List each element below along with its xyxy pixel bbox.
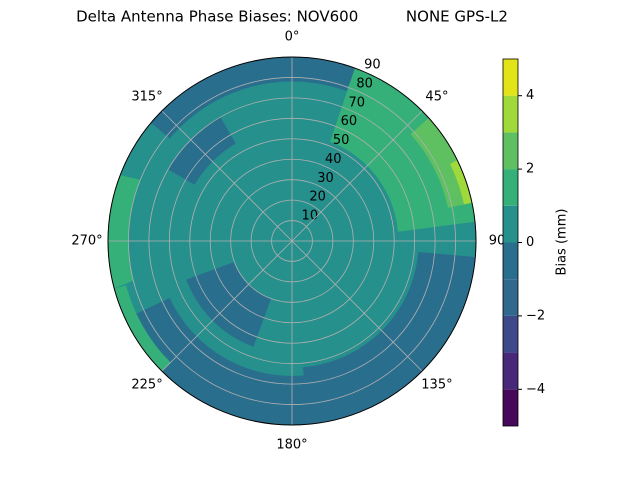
r-tick-label: 60 [341, 114, 358, 129]
contour-region [108, 175, 141, 289]
r-tick-label: 40 [325, 152, 342, 167]
r-tick-label: 10 [302, 209, 319, 224]
contour-region [114, 285, 171, 372]
theta-tick-label: 90 [489, 234, 506, 249]
r-tick-label: 80 [356, 76, 373, 91]
colorbar-segment [503, 279, 518, 316]
colorbar-segment [503, 169, 518, 206]
theta-tick-label: 270° [71, 234, 102, 249]
colorbar-tick-label: −2 [526, 308, 545, 323]
grid-spoke [291, 240, 423, 372]
colorbar-segment [503, 95, 518, 133]
colorbar-tick-label: 2 [526, 162, 534, 177]
colorbar-segment [503, 205, 518, 243]
contour-region [151, 57, 355, 139]
contour-region [410, 117, 472, 208]
colorbar-segment [503, 352, 518, 390]
grid-spoke [161, 240, 293, 372]
grid-spoke [291, 110, 423, 242]
r-tick-label: 30 [317, 171, 334, 186]
theta-tick-label: 135° [421, 378, 452, 393]
colorbar-segment [503, 132, 518, 170]
colorbar-tick-label: 0 [526, 235, 534, 250]
colorbar-segment [503, 315, 518, 353]
colorbar-label: Bias (mm) [555, 209, 570, 276]
chart-title: Delta Antenna Phase Biases: NOV600 NONE … [76, 8, 508, 26]
colorbar-tick-label: 4 [526, 88, 534, 103]
theta-tick-label: 315° [131, 89, 162, 104]
colorbar-tick-label: −4 [526, 382, 545, 397]
r-tick-label: 20 [309, 190, 326, 205]
theta-tick-label: 225° [131, 378, 162, 393]
r-tick-label: 50 [333, 133, 350, 148]
colorbar-segment [503, 59, 518, 96]
theta-tick-label: 45° [425, 89, 448, 104]
contour-region [125, 298, 308, 425]
colorbar-segment [503, 242, 518, 280]
r-tick-label: 70 [348, 95, 365, 110]
colorbar-segment [503, 389, 518, 426]
polar-frame [107, 56, 477, 426]
theta-tick-label: 180° [276, 438, 307, 453]
theta-tick-label: 0° [285, 30, 300, 45]
grid-spoke [161, 110, 293, 242]
contour-region [450, 160, 472, 205]
r-tick-label: 90 [364, 58, 381, 73]
